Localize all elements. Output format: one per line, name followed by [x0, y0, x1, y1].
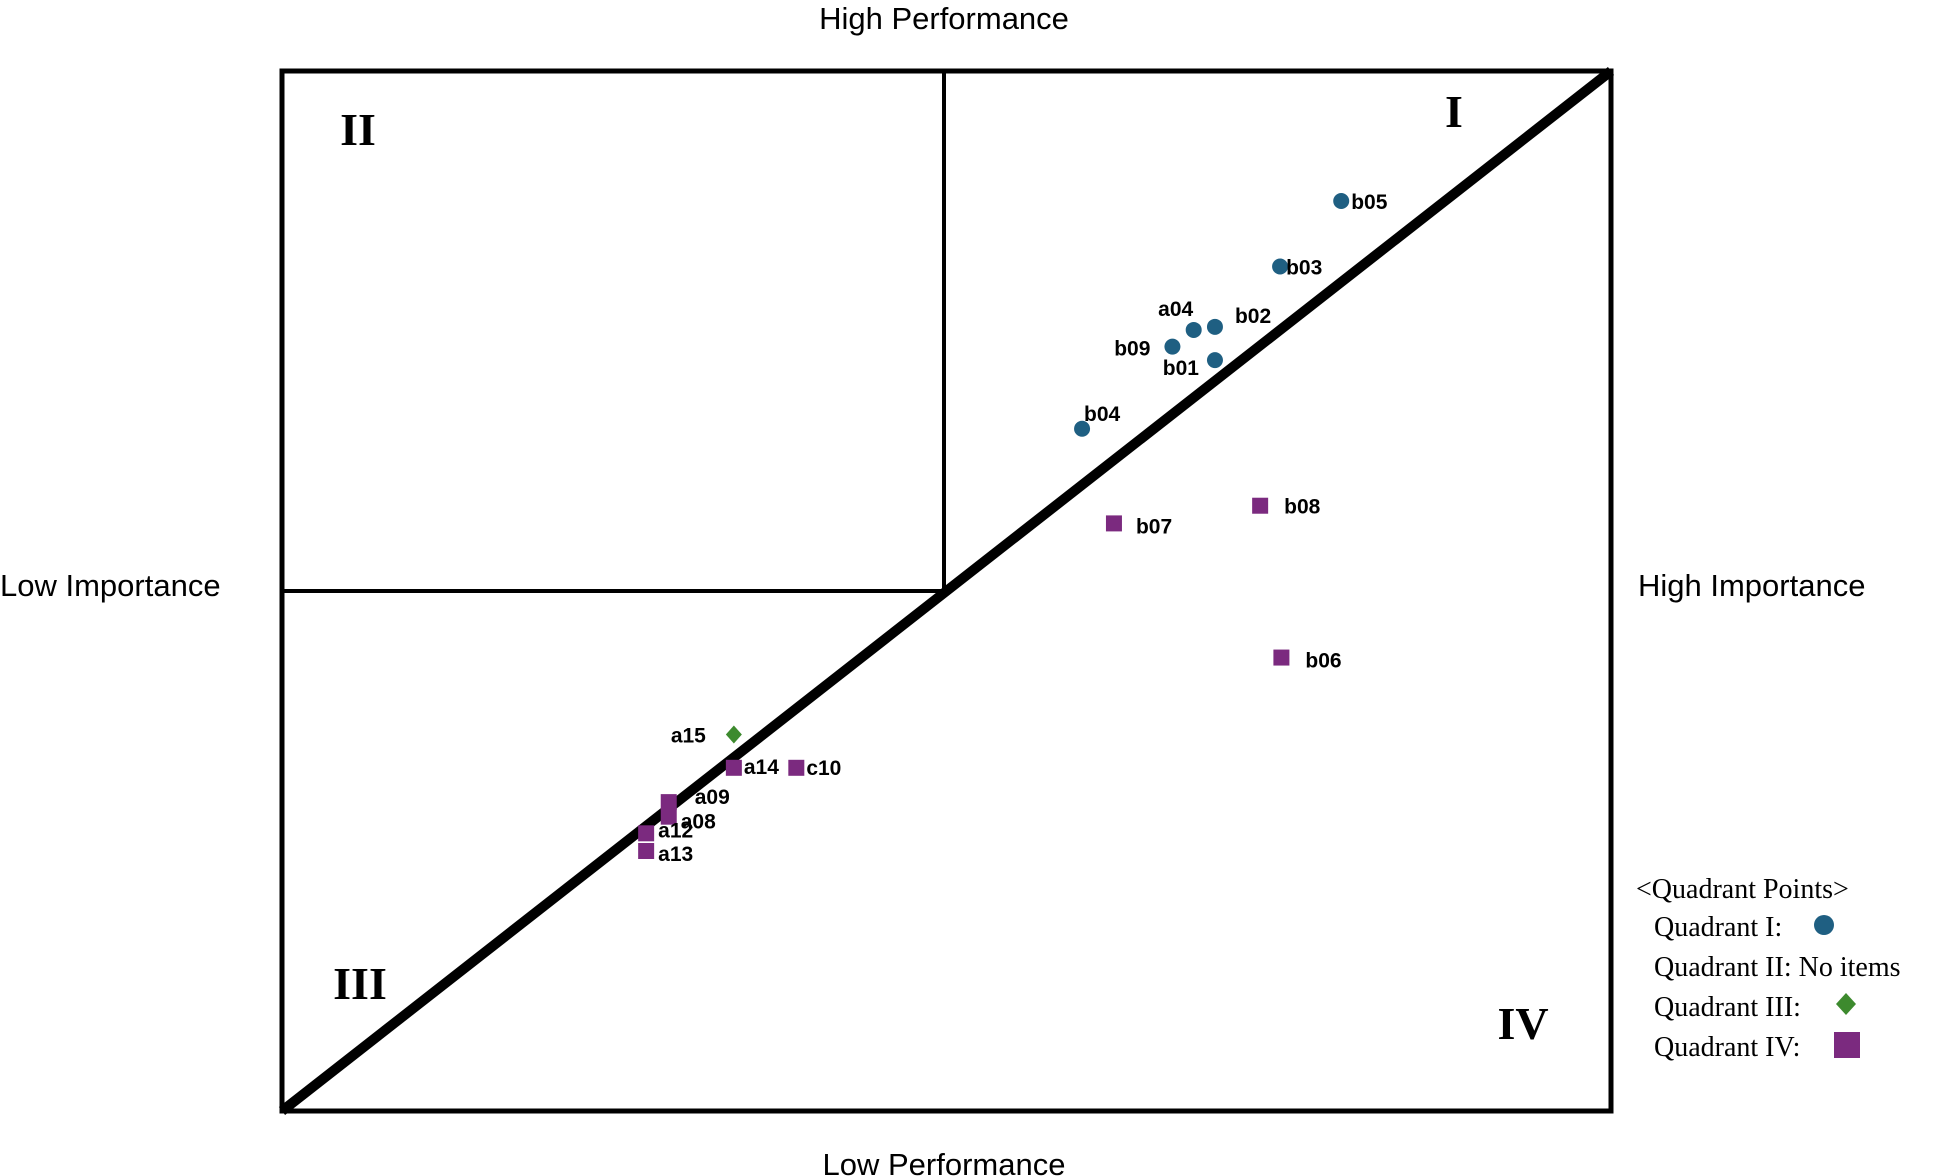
point-marker-circle	[1185, 321, 1202, 338]
data-points: b05 b03 a04 b02 b09 b01 b04 a15 b08 b07 b06 a14 c10 a…	[638, 191, 1388, 866]
point-marker-square	[1105, 515, 1122, 532]
point-marker-diamond	[725, 725, 742, 744]
quadrant-label-i: I	[1445, 86, 1463, 137]
point-marker-square	[1273, 649, 1290, 666]
axis-label-left: Low Importance	[0, 568, 221, 603]
legend-entry-quadrant-iv: Quadrant IV:	[1654, 1032, 1800, 1063]
point-marker-square	[660, 808, 677, 825]
point-label: b02	[1235, 305, 1271, 328]
point-marker-square	[788, 759, 805, 776]
axis-label-top: High Performance	[819, 1, 1069, 36]
point-label: a14	[744, 756, 779, 779]
axis-label-bottom: Low Performance	[823, 1147, 1066, 1176]
legend-entry-quadrant-i: Quadrant I:	[1654, 912, 1782, 943]
point-label: b03	[1286, 257, 1322, 280]
point-label: a08	[681, 811, 716, 834]
point-marker-square	[1252, 497, 1269, 514]
legend-marker-diamond-icon	[1836, 993, 1856, 1015]
legend: <Quadrant Points> Quadrant I: Quadrant I…	[1636, 874, 1901, 1063]
point-label: c10	[806, 757, 841, 780]
point-marker-circle	[1206, 318, 1223, 335]
point-label: b01	[1163, 357, 1200, 380]
point-label: b09	[1114, 338, 1150, 361]
point-marker-circle	[1074, 420, 1091, 437]
quadrant-label-iv: IV	[1497, 998, 1548, 1049]
point-marker-square	[638, 825, 655, 842]
axis-label-right: High Importance	[1638, 568, 1865, 603]
point-label: a12	[658, 819, 693, 842]
point-marker-square	[660, 794, 677, 811]
point-label: b07	[1136, 515, 1172, 538]
point-label: b05	[1351, 191, 1388, 214]
quadrant-label-iii: III	[333, 958, 387, 1009]
point-marker-circle	[1272, 258, 1289, 275]
quadrant-label-ii: II	[340, 104, 376, 155]
legend-entry-quadrant-ii: Quadrant II: No items	[1654, 952, 1901, 983]
point-label: b06	[1305, 650, 1341, 673]
legend-marker-square-icon	[1834, 1032, 1860, 1058]
legend-marker-circle-icon	[1814, 915, 1834, 935]
point-marker-circle	[1333, 193, 1350, 209]
point-label: a13	[658, 843, 693, 866]
legend-entry-quadrant-iii: Quadrant III:	[1654, 992, 1801, 1023]
point-label: a15	[671, 725, 706, 748]
point-label: b08	[1284, 496, 1321, 519]
diagonal-line	[278, 67, 1615, 1115]
point-label: a04	[1158, 298, 1193, 321]
point-marker-square	[638, 843, 655, 859]
point-marker-square	[725, 759, 742, 776]
legend-title: <Quadrant Points>	[1636, 874, 1849, 905]
point-label: a09	[695, 786, 730, 809]
point-marker-circle	[1206, 352, 1223, 369]
point-marker-circle	[1164, 338, 1181, 355]
point-label: b04	[1084, 403, 1121, 426]
